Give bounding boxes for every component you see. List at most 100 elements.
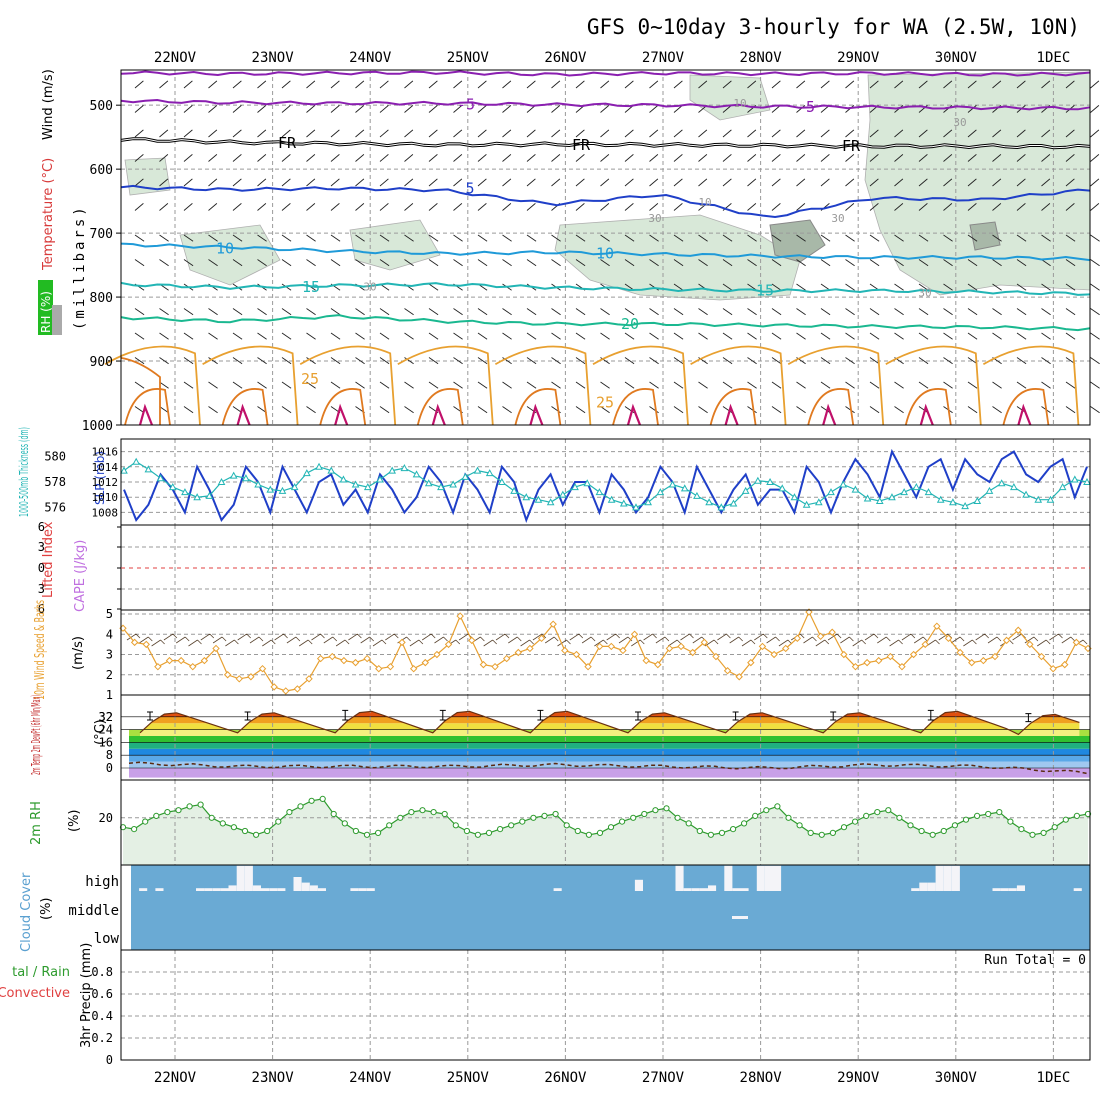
precip-tick-0.4: 0.4 <box>91 1009 113 1023</box>
thickness-point <box>132 457 141 465</box>
wind10m-point <box>561 646 569 655</box>
rh2m-point <box>397 814 404 821</box>
rh2m-point <box>463 827 470 835</box>
bottom-date-27NOV: 27NOV <box>642 1070 685 1086</box>
pressure-tick-label-500: 500 <box>90 99 113 114</box>
thickness-point <box>290 483 299 491</box>
temp-grid <box>121 695 1090 780</box>
isotherm-10 <box>120 242 1091 262</box>
isotherm-35 <box>724 403 739 426</box>
isotherm-25 <box>104 345 201 426</box>
rh-blob <box>179 224 281 286</box>
rh2m-point <box>1029 831 1036 838</box>
thickness-point <box>1070 475 1079 483</box>
rh-tick-20: 20 <box>99 811 113 825</box>
warm-isotherms <box>104 345 1080 426</box>
temp-fill-1 <box>150 716 1080 724</box>
thickness-point <box>1034 495 1043 503</box>
rh2m-point <box>308 797 315 804</box>
rh2m-area <box>123 798 1088 865</box>
isotherm-label-10: 10 <box>698 196 711 209</box>
pressure-tick-label-600: 600 <box>90 163 113 178</box>
cloud-high-bar <box>708 885 717 891</box>
thickness-point <box>412 470 421 478</box>
wind-tick-2: 2 <box>106 668 113 682</box>
rh2m-point <box>286 809 293 816</box>
precip-tick-0: 0 <box>106 1053 113 1067</box>
isotherm-35 <box>626 403 642 426</box>
thickness-point <box>181 488 189 496</box>
wind10m-point <box>572 650 581 659</box>
isotherm-30-edge <box>120 356 161 425</box>
temp-minmax-bar <box>439 709 446 721</box>
wind10m-series <box>119 608 1092 695</box>
rh2m-point <box>674 814 681 821</box>
rh2m-point <box>619 818 626 825</box>
temp2m-axis-label: 2m Temp 2m DewPt (6hr Min/Max) <box>29 695 43 775</box>
rh2m-point <box>896 814 903 821</box>
wind10m-point <box>316 654 325 663</box>
isotherm-label-5: 5 <box>465 179 474 197</box>
rh2m-point <box>652 807 659 814</box>
isotherm-label-10: 10 <box>216 239 234 257</box>
isotherm-30 <box>807 388 855 426</box>
wind10m-point <box>828 628 836 636</box>
isotherm-25 <box>885 345 982 426</box>
rh2m-point <box>940 827 947 835</box>
thickness-point <box>522 493 531 501</box>
cloud-high-bar <box>1008 888 1017 891</box>
rh2m-axis: 20 <box>99 811 113 825</box>
wind10m-point <box>479 660 488 669</box>
cloud-high-bar <box>317 888 326 891</box>
rh2m-point <box>574 827 581 835</box>
wind10m-point <box>851 662 860 671</box>
isotherm--5 <box>120 98 1091 111</box>
rh2m-point <box>874 809 881 816</box>
cloud-high-bar <box>309 885 318 891</box>
wind10m-point <box>247 673 255 681</box>
wind10m-point <box>189 662 197 671</box>
thickness-point <box>315 462 323 470</box>
wind10m-point <box>398 638 406 647</box>
temp-curve-fill <box>140 711 1080 736</box>
temp-minmax-bar <box>732 711 739 721</box>
wind10m-point <box>351 658 360 667</box>
thickness-point <box>583 479 592 487</box>
rh2m-point <box>962 816 970 823</box>
top-date-30NOV: 30NOV <box>935 50 978 66</box>
rh2m-point <box>730 826 737 833</box>
top-date-29NOV: 29NOV <box>837 50 880 66</box>
thickness-point <box>680 484 689 492</box>
rh2m-point <box>153 812 160 820</box>
bottom-date-labels: 22NOV 23NOV 24NOV 25NOV 26NOV 27NOV 28NOV 29NOV… <box>154 1070 1070 1086</box>
isotherm-label-30: 30 <box>953 116 966 129</box>
wind10m-barb-field <box>126 633 1088 647</box>
thickness-point <box>997 479 1006 487</box>
thickness-point <box>278 486 287 494</box>
thickness-axis: 1008 1010 1012 1014 1016 576 578 580 <box>44 446 118 520</box>
wind10m-point <box>502 654 511 663</box>
rh2m-point <box>1073 812 1081 820</box>
temp-tick-16: 16 <box>99 735 113 749</box>
thickness-point <box>766 477 774 485</box>
thickness-point <box>754 476 762 484</box>
thickness-line <box>123 460 1088 508</box>
cloud-mid-bar <box>732 916 748 919</box>
cloud-high-bar <box>212 888 221 891</box>
isotherm-35 <box>822 403 837 426</box>
thickness-point <box>266 485 275 493</box>
isotherm-35 <box>236 403 251 426</box>
bottom-date-29NOV: 29NOV <box>837 1070 880 1086</box>
thickness-point <box>802 500 811 508</box>
cloud-high-bar <box>252 885 261 891</box>
temp-minmax-bar <box>635 711 641 721</box>
wind-tick-5: 5 <box>106 607 113 621</box>
rh2m-point <box>330 810 337 818</box>
cloud-level-middle: middle <box>68 903 119 919</box>
rh2m-point <box>852 818 859 825</box>
cloud-high-bar <box>911 888 920 891</box>
thickness-point <box>571 483 579 491</box>
wind10m-point <box>956 648 964 657</box>
thickness-axis-label: 1000-500mb Thickness (dm) <box>17 427 31 517</box>
top-date-26NOV: 26NOV <box>544 50 587 66</box>
